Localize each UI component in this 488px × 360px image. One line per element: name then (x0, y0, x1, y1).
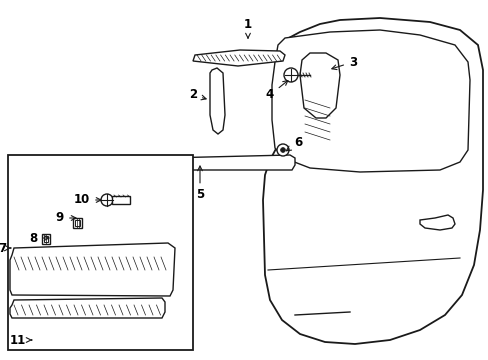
Polygon shape (263, 18, 482, 344)
Circle shape (280, 148, 285, 152)
Text: 11: 11 (10, 333, 32, 346)
Text: 2: 2 (188, 89, 206, 102)
Circle shape (276, 144, 288, 156)
Text: 4: 4 (265, 81, 287, 102)
Text: 6: 6 (286, 136, 302, 151)
Text: 3: 3 (331, 55, 356, 69)
Text: 7: 7 (0, 242, 6, 255)
Circle shape (284, 68, 297, 82)
Polygon shape (271, 30, 469, 172)
Polygon shape (73, 218, 82, 228)
Text: 1: 1 (244, 18, 251, 38)
Text: 9: 9 (56, 211, 76, 225)
Polygon shape (193, 50, 285, 66)
Text: 10: 10 (74, 193, 101, 207)
Circle shape (101, 194, 113, 206)
Polygon shape (161, 155, 294, 170)
Polygon shape (112, 196, 130, 204)
Polygon shape (10, 243, 175, 296)
Polygon shape (419, 215, 454, 230)
Polygon shape (299, 53, 339, 118)
Polygon shape (10, 298, 164, 318)
Text: 8: 8 (29, 231, 49, 244)
Bar (8, 155, 193, 350)
Polygon shape (209, 68, 224, 134)
Polygon shape (42, 234, 50, 244)
Text: 5: 5 (196, 166, 203, 202)
